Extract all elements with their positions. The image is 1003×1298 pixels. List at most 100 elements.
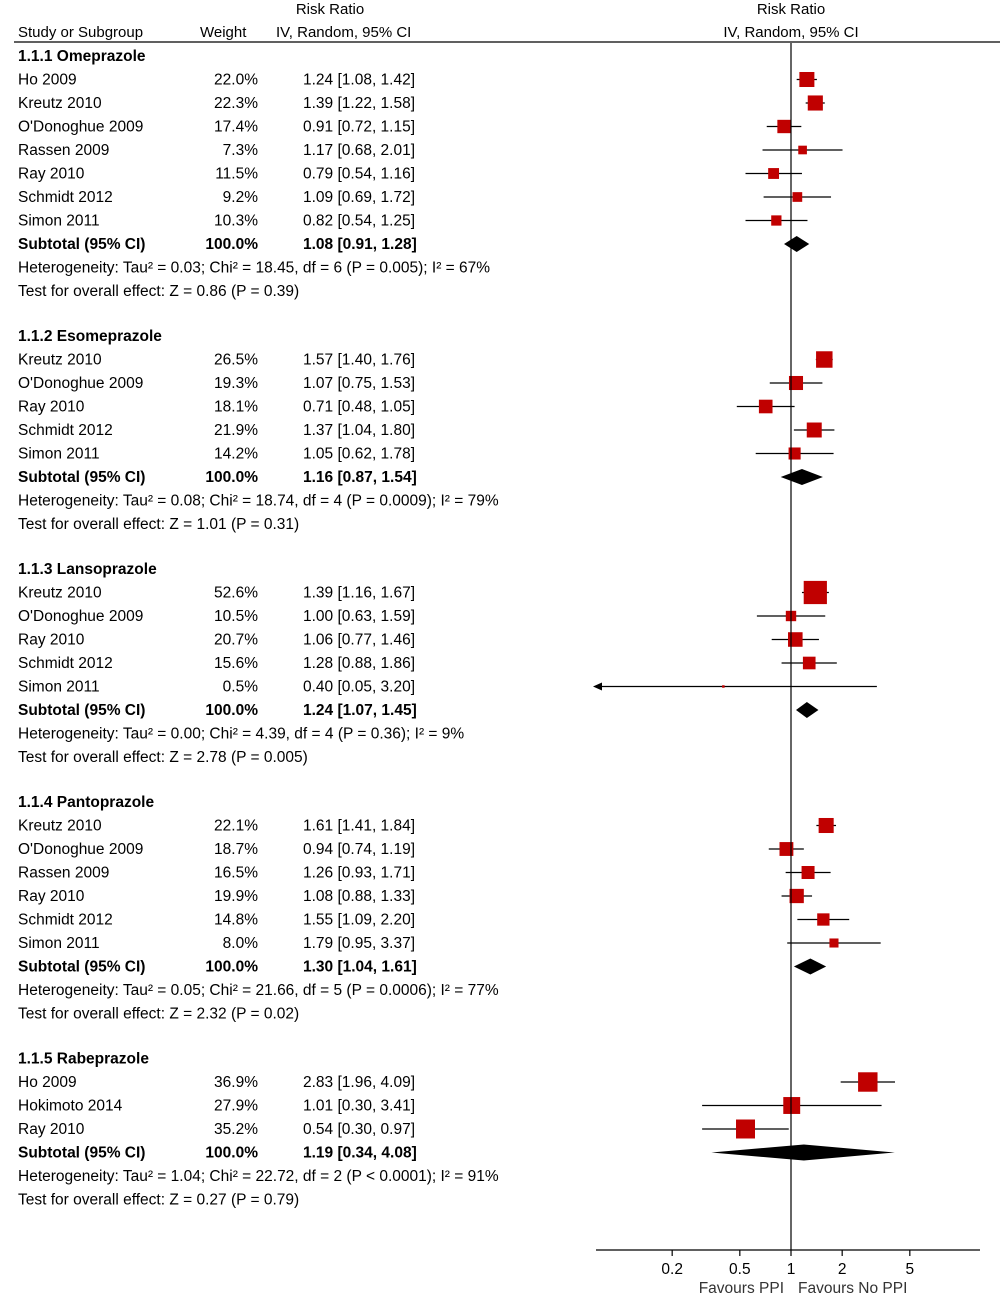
point-estimate-box (777, 119, 791, 134)
study-weight: 9.2% (223, 189, 259, 206)
heterogeneity-text: Heterogeneity: Tau² = 0.05; Chi² = 21.66… (18, 982, 499, 999)
point-estimate-box (798, 145, 807, 155)
overall-effect-text: Test for overall effect: Z = 1.01 (P = 0… (18, 516, 299, 533)
study-name: Kreutz 2010 (18, 95, 102, 112)
study-risk-ratio: 1.39 [1.16, 1.67] (303, 585, 415, 602)
study-name: Ray 2010 (18, 166, 85, 183)
point-estimate-box (722, 685, 725, 688)
overall-effect-text: Test for overall effect: Z = 2.78 (P = 0… (18, 749, 308, 766)
study-weight: 18.1% (214, 399, 258, 416)
x-tick-label: 1 (787, 1261, 796, 1278)
point-estimate-box (803, 580, 827, 605)
point-estimate-box (783, 1097, 801, 1114)
study-risk-ratio: 1.17 [0.68, 2.01] (303, 142, 415, 159)
heterogeneity-text: Heterogeneity: Tau² = 0.03; Chi² = 18.45… (18, 260, 490, 277)
subtotal-risk-ratio: 1.19 [0.34, 4.08] (303, 1145, 417, 1162)
point-estimate-box (788, 375, 804, 391)
study-name: O'Donoghue 2009 (18, 841, 143, 858)
study-weight: 8.0% (223, 935, 259, 952)
subgroup-title: 1.1.2 Esomeprazole (18, 328, 162, 345)
subtotal-diamond (795, 702, 819, 718)
study-risk-ratio: 1.28 [0.88, 1.86] (303, 655, 415, 672)
subgroup: 1.1.4 Pantoprazole Kreutz 2010 22.1% 1.61 [… (18, 794, 881, 1023)
subtotal-risk-ratio: 1.08 [0.91, 1.28] (303, 236, 417, 253)
study-risk-ratio: 1.39 [1.22, 1.58] (303, 95, 415, 112)
study-name: Rassen 2009 (18, 865, 109, 882)
point-estimate-box (792, 192, 803, 202)
subtotal-diamond (711, 1144, 895, 1161)
overall-effect-text: Test for overall effect: Z = 0.86 (P = 0… (18, 283, 299, 300)
study-weight: 26.5% (214, 352, 258, 369)
study-name: Ho 2009 (18, 72, 77, 89)
subtotal-label: Subtotal (95% CI) (18, 1145, 145, 1162)
study-name: Simon 2011 (18, 679, 100, 696)
study-weight: 19.9% (214, 888, 258, 905)
study-risk-ratio: 1.61 [1.41, 1.84] (303, 818, 415, 835)
forest-rows: 1.1.1 Omeprazole Ho 2009 22.0% 1.24 [1.08, … (18, 43, 895, 1250)
study-risk-ratio: 1.79 [0.95, 3.37] (303, 935, 415, 952)
study-risk-ratio: 1.26 [0.93, 1.71] (303, 865, 415, 882)
study-risk-ratio: 0.40 [0.05, 3.20] (303, 679, 415, 696)
study-risk-ratio: 1.57 [1.40, 1.76] (303, 352, 415, 369)
favours-left-label: Favours PPI (699, 1280, 784, 1297)
study-risk-ratio: 0.82 [0.54, 1.25] (303, 213, 415, 230)
study-weight: 22.0% (214, 72, 258, 89)
study-name: Hokimoto 2014 (18, 1098, 123, 1115)
study-weight: 11.5% (215, 166, 258, 183)
study-risk-ratio: 1.00 [0.63, 1.59] (303, 608, 415, 625)
subtotal-label: Subtotal (95% CI) (18, 959, 145, 976)
heterogeneity-text: Heterogeneity: Tau² = 0.00; Chi² = 4.39,… (18, 726, 464, 743)
x-tick-label: 0.2 (661, 1261, 683, 1278)
study-risk-ratio: 0.91 [0.72, 1.15] (303, 119, 415, 136)
subtotal-diamond (793, 958, 827, 975)
point-estimate-box (801, 866, 815, 879)
subtotal-label: Subtotal (95% CI) (18, 236, 145, 253)
study-weight: 22.3% (214, 95, 258, 112)
study-name: Schmidt 2012 (18, 189, 113, 206)
overall-effect-text: Test for overall effect: Z = 0.27 (P = 0… (18, 1192, 299, 1209)
study-weight: 0.5% (223, 679, 259, 696)
study-column-header: Study or Subgroup (18, 24, 143, 41)
study-name: Ray 2010 (18, 632, 85, 649)
study-weight: 10.5% (214, 608, 258, 625)
study-risk-ratio: 1.01 [0.30, 3.41] (303, 1098, 415, 1115)
study-risk-ratio: 1.37 [1.04, 1.80] (303, 422, 415, 439)
overall-effect-text: Test for overall effect: Z = 2.32 (P = 0… (18, 1006, 299, 1023)
study-risk-ratio: 2.83 [1.96, 4.09] (303, 1074, 415, 1091)
study-name: Simon 2011 (18, 935, 100, 952)
point-estimate-box (758, 399, 773, 414)
study-name: Kreutz 2010 (18, 818, 102, 835)
subgroup-title: 1.1.5 Rabeprazole (18, 1051, 149, 1068)
study-name: Schmidt 2012 (18, 912, 113, 929)
study-weight: 21.9% (214, 422, 258, 439)
study-weight: 52.6% (214, 585, 258, 602)
subtotal-diamond (780, 469, 823, 485)
study-name: Ray 2010 (18, 888, 85, 905)
subtotal-weight: 100.0% (205, 702, 258, 719)
study-weight: 27.9% (214, 1098, 258, 1115)
point-estimate-box (736, 1119, 755, 1139)
study-name: Simon 2011 (18, 446, 100, 463)
study-weight: 15.6% (214, 655, 258, 672)
study-risk-ratio: 1.55 [1.09, 2.20] (303, 912, 415, 929)
subgroup-title: 1.1.1 Omeprazole (18, 48, 146, 65)
ci-arrow-left (593, 682, 602, 691)
point-estimate-box (817, 913, 830, 926)
study-risk-ratio: 1.05 [0.62, 1.78] (303, 446, 415, 463)
study-name: O'Donoghue 2009 (18, 608, 143, 625)
heterogeneity-text: Heterogeneity: Tau² = 0.08; Chi² = 18.74… (18, 493, 499, 510)
subtotal-label: Subtotal (95% CI) (18, 702, 145, 719)
weight-column-header: Weight (200, 24, 247, 41)
study-name: Kreutz 2010 (18, 585, 102, 602)
study-weight: 10.3% (214, 213, 258, 230)
rr-column-title: Risk Ratio (296, 1, 364, 18)
point-estimate-box (799, 71, 815, 88)
study-risk-ratio: 0.79 [0.54, 1.16] (303, 166, 415, 183)
study-risk-ratio: 1.06 [0.77, 1.46] (303, 632, 415, 649)
study-weight: 14.8% (214, 912, 258, 929)
point-estimate-box (818, 817, 834, 834)
study-name: Schmidt 2012 (18, 422, 113, 439)
study-weight: 16.5% (214, 865, 258, 882)
subtotal-risk-ratio: 1.30 [1.04, 1.61] (303, 959, 417, 976)
